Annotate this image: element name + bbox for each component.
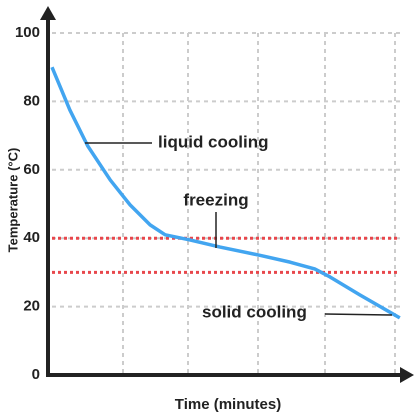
y-tick-label: 20 bbox=[23, 298, 40, 315]
x-axis-label: Time (minutes) bbox=[175, 396, 281, 413]
x-grid bbox=[122, 33, 396, 375]
y-tick-label: 60 bbox=[23, 161, 40, 178]
y-tick-label: 100 bbox=[15, 24, 40, 41]
y-tick-label: 0 bbox=[32, 366, 40, 383]
y-axis-label: Temperature (°C) bbox=[5, 148, 20, 253]
y-tick-label: 80 bbox=[23, 92, 40, 109]
annotation: liquid cooling bbox=[158, 132, 268, 151]
line bbox=[50, 66, 401, 320]
x-arrow bbox=[400, 367, 414, 383]
leader-line bbox=[324, 313, 393, 316]
y-tick-label: 40 bbox=[23, 229, 40, 246]
annotation: freezing bbox=[183, 190, 248, 209]
y-arrow bbox=[40, 6, 56, 20]
annotation: solid cooling bbox=[202, 302, 307, 321]
plot bbox=[50, 32, 401, 320]
